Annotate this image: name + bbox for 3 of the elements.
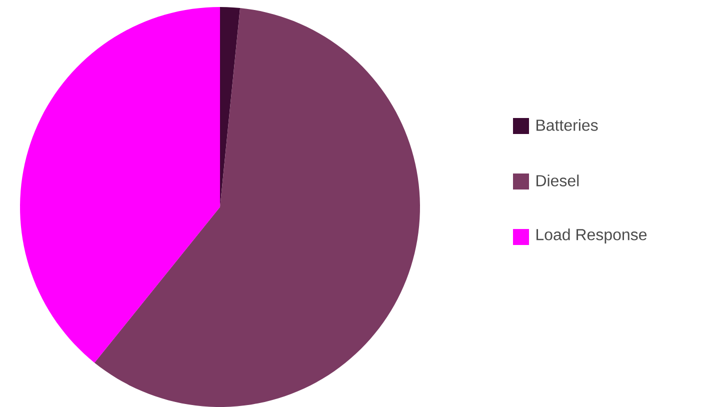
legend-label: Diesel <box>536 174 579 186</box>
legend-label: Batteries <box>536 119 598 131</box>
legend-label: Load Response <box>536 228 647 244</box>
